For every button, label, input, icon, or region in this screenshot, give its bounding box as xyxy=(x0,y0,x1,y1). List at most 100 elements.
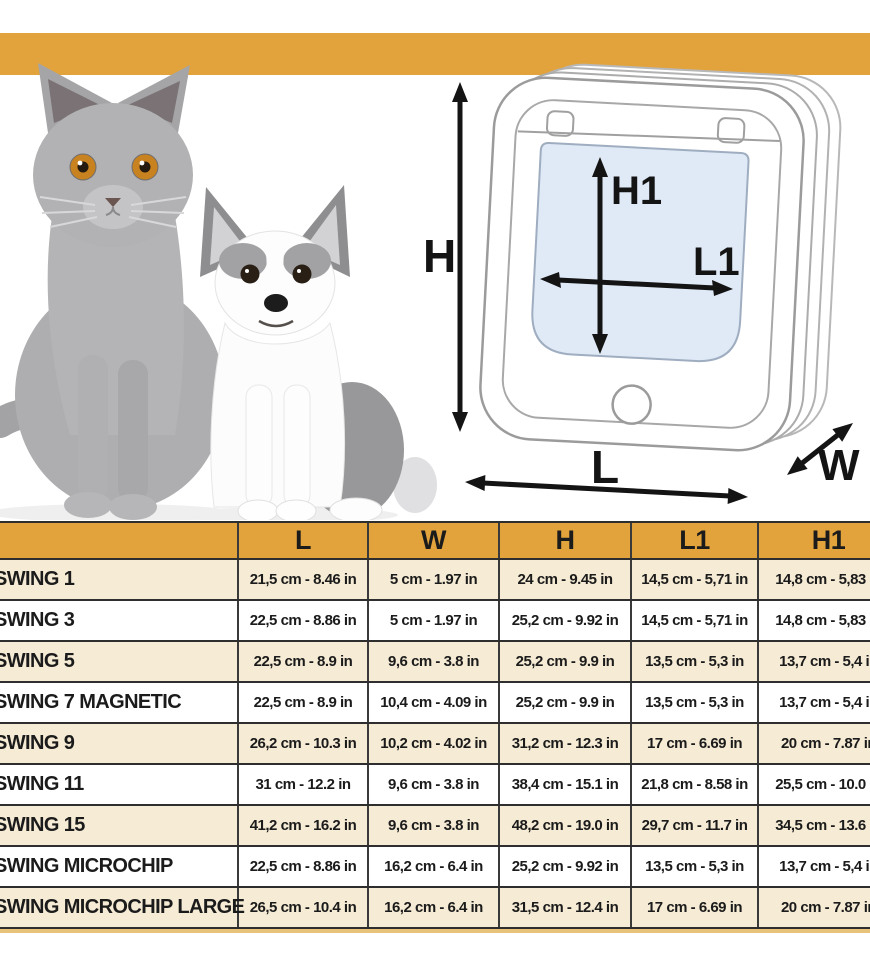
dog-eye-glint xyxy=(245,269,249,273)
cell: 16,2 cm - 6.4 in xyxy=(369,847,500,886)
dog-tail xyxy=(393,457,437,513)
cell: 26,2 cm - 10.3 in xyxy=(239,724,369,763)
cell: 13,5 cm - 5,3 in xyxy=(632,847,759,886)
cell: 21,8 cm - 8.58 in xyxy=(632,765,759,804)
cell: 22,5 cm - 8.9 in xyxy=(239,642,369,681)
cat-front-leg xyxy=(118,360,148,502)
cell: 31 cm - 12.2 in xyxy=(239,765,369,804)
cat-eye-glint xyxy=(139,160,145,166)
header-cell-l1: L1 xyxy=(632,523,759,558)
row-name: SWING MICROCHIP xyxy=(0,847,239,886)
cell: 21,5 cm - 8.46 in xyxy=(239,560,369,599)
header-cell-l: L xyxy=(239,523,369,558)
cat-paw xyxy=(109,494,157,520)
table-row: SWING 9 26,2 cm - 10.3 in 10,2 cm - 4.02… xyxy=(0,724,870,765)
pets-photo xyxy=(0,63,437,520)
dim-label-l: L xyxy=(591,441,619,493)
cell: 25,2 cm - 9.92 in xyxy=(500,847,632,886)
table-row: SWING 3 22,5 cm - 8.86 in 5 cm - 1.97 in… xyxy=(0,601,870,642)
table-row: SWING MICROCHIP LARGE 26,5 cm - 10.4 in … xyxy=(0,888,870,929)
cell: 22,5 cm - 8.86 in xyxy=(239,847,369,886)
row-name: SWING 15 xyxy=(0,806,239,845)
cell: 25,5 cm - 10.0 in xyxy=(759,765,870,804)
cell: 26,5 cm - 10.4 in xyxy=(239,888,369,927)
table-row: SWING 7 MAGNETIC 22,5 cm - 8.9 in 10,4 c… xyxy=(0,683,870,724)
row-name: SWING 5 xyxy=(0,642,239,681)
cell: 5 cm - 1.97 in xyxy=(369,560,500,599)
dim-arrow-l1 xyxy=(540,272,733,296)
cell: 14,8 cm - 5,83 in xyxy=(759,560,870,599)
cell: 9,6 cm - 3.8 in xyxy=(369,765,500,804)
table-row: SWING 5 22,5 cm - 8.9 in 9,6 cm - 3.8 in… xyxy=(0,642,870,683)
dog-hind-paw xyxy=(329,497,383,520)
header-cell-h: H xyxy=(500,523,632,558)
cell: 14,8 cm - 5,83 in xyxy=(759,601,870,640)
table-row: SWING 1 21,5 cm - 8.46 in 5 cm - 1.97 in… xyxy=(0,560,870,601)
dog-nose xyxy=(264,294,288,312)
dog-paw xyxy=(237,499,279,520)
dim-label-h: H xyxy=(423,230,456,282)
cell: 22,5 cm - 8.9 in xyxy=(239,683,369,722)
cell: 14,5 cm - 5,71 in xyxy=(632,560,759,599)
header-cell-w: W xyxy=(369,523,500,558)
dog-blaze xyxy=(265,233,285,289)
cell: 48,2 cm - 19.0 in xyxy=(500,806,632,845)
dim-arrow-h1 xyxy=(592,157,608,354)
cell: 13,5 cm - 5,3 in xyxy=(632,642,759,681)
cell: 31,2 cm - 12.3 in xyxy=(500,724,632,763)
dog-front-leg xyxy=(283,384,311,508)
row-name: SWING 9 xyxy=(0,724,239,763)
dog-eye-glint xyxy=(297,269,301,273)
dim-arrow-w xyxy=(787,423,853,475)
header-cell-name xyxy=(0,523,239,558)
header-cell-h1: H1 xyxy=(759,523,870,558)
table-row: SWING 11 31 cm - 12.2 in 9,6 cm - 3.8 in… xyxy=(0,765,870,806)
dim-label-w: W xyxy=(818,441,860,490)
cell: 34,5 cm - 13.6 in xyxy=(759,806,870,845)
cell: 20 cm - 7.87 in xyxy=(759,888,870,927)
pet-door-drawing xyxy=(479,63,842,452)
cell: 25,2 cm - 9.92 in xyxy=(500,601,632,640)
cat-front-leg xyxy=(78,355,108,500)
cell: 9,6 cm - 3.8 in xyxy=(369,642,500,681)
cell: 17 cm - 6.69 in xyxy=(632,888,759,927)
dog-mouth xyxy=(258,319,294,328)
cell: 10,2 cm - 4.02 in xyxy=(369,724,500,763)
dog-eye-right xyxy=(292,264,312,284)
frame-lip-line xyxy=(517,130,780,143)
dim-arrow-l xyxy=(465,475,748,504)
cell: 13,7 cm - 5,4 in xyxy=(759,683,870,722)
cell: 14,5 cm - 5,71 in xyxy=(632,601,759,640)
cell: 13,5 cm - 5,3 in xyxy=(632,683,759,722)
cell: 25,2 cm - 9.9 in xyxy=(500,683,632,722)
cell: 10,4 cm - 4.09 in xyxy=(369,683,500,722)
dog-front-leg xyxy=(245,384,273,508)
top-accent-bar xyxy=(0,33,870,75)
cell: 13,7 cm - 5,4 in xyxy=(759,642,870,681)
dog-paw xyxy=(275,499,317,520)
cat-eye-glint xyxy=(77,160,83,166)
row-name: SWING 3 xyxy=(0,601,239,640)
flap-button xyxy=(611,384,652,425)
dog-body xyxy=(210,321,346,508)
cell: 31,5 cm - 12.4 in xyxy=(500,888,632,927)
row-name: SWING 1 xyxy=(0,560,239,599)
cat-mouth xyxy=(105,206,121,216)
dim-label-l1: L1 xyxy=(693,240,740,284)
cat-whiskers xyxy=(39,196,187,228)
row-name: SWING MICROCHIP LARGE xyxy=(0,888,245,927)
cell: 16,2 cm - 6.4 in xyxy=(369,888,500,927)
spec-table: L W H L1 H1 SWING 1 21,5 cm - 8.46 in 5 … xyxy=(0,521,870,933)
dim-arrow-h xyxy=(452,82,468,432)
row-name: SWING 7 MAGNETIC xyxy=(0,683,239,722)
flap-panel xyxy=(531,141,750,362)
cat-inner-ear-right xyxy=(128,81,180,123)
lock-tab-right xyxy=(716,117,746,144)
table-row: SWING MICROCHIP 22,5 cm - 8.86 in 16,2 c… xyxy=(0,847,870,888)
cell: 22,5 cm - 8.86 in xyxy=(239,601,369,640)
cat-illustration xyxy=(0,63,225,520)
cell: 41,2 cm - 16.2 in xyxy=(239,806,369,845)
cell: 13,7 cm - 5,4 in xyxy=(759,847,870,886)
dimension-diagram: H H1 L1 L W xyxy=(423,63,860,504)
